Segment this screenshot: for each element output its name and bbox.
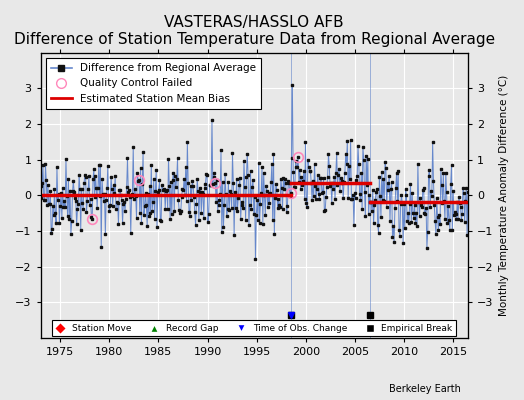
Y-axis label: Monthly Temperature Anomaly Difference (°C): Monthly Temperature Anomaly Difference (…: [499, 75, 509, 316]
Text: Berkeley Earth: Berkeley Earth: [389, 384, 461, 394]
Legend: Station Move, Record Gap, Time of Obs. Change, Empirical Break: Station Move, Record Gap, Time of Obs. C…: [52, 320, 456, 336]
Title: VASTERAS/HASSLO AFB
Difference of Station Temperature Data from Regional Average: VASTERAS/HASSLO AFB Difference of Statio…: [14, 15, 495, 47]
